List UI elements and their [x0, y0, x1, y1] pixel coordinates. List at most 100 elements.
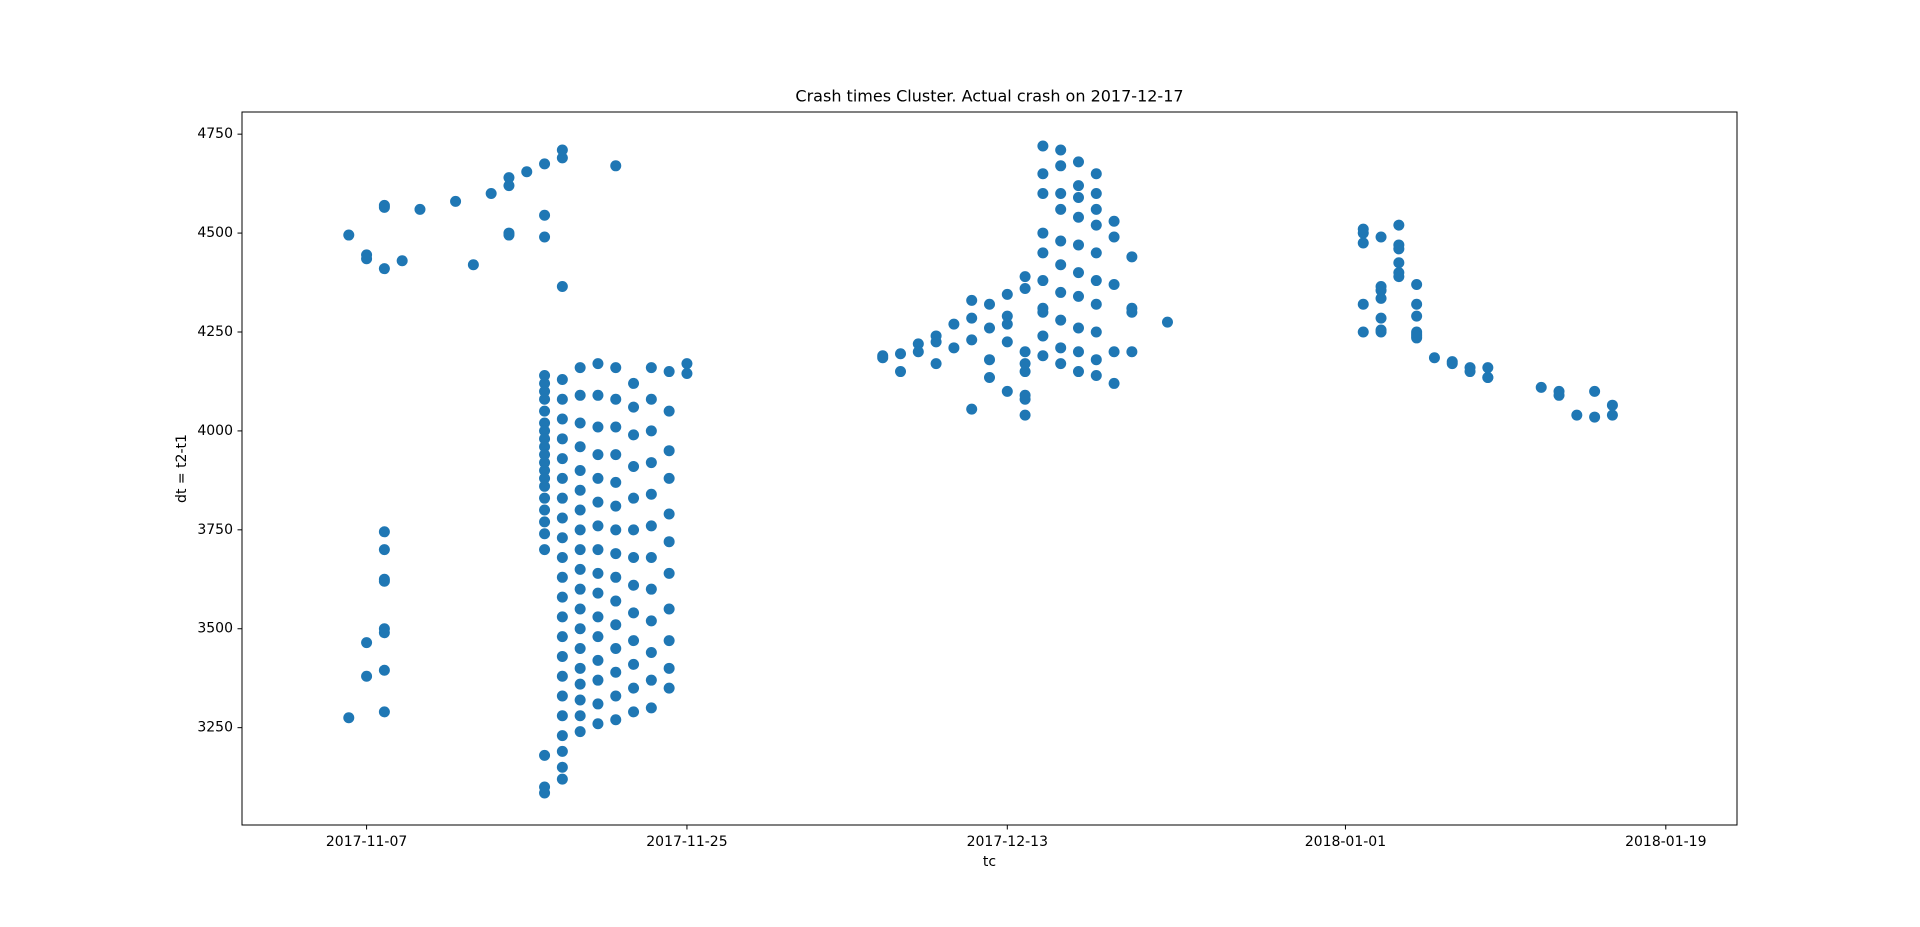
point — [663, 405, 675, 417]
point — [1606, 399, 1618, 411]
point — [539, 377, 551, 389]
point — [1037, 330, 1049, 342]
point — [663, 536, 675, 548]
point — [1072, 211, 1084, 223]
point — [1055, 235, 1067, 247]
point — [539, 504, 551, 516]
point — [645, 646, 657, 658]
point — [1037, 247, 1049, 259]
y-axis-label: dt = t2-t1 — [174, 434, 190, 503]
point — [1589, 385, 1601, 397]
point — [610, 666, 622, 678]
point — [556, 413, 568, 425]
point — [610, 714, 622, 726]
point — [592, 718, 604, 730]
point — [574, 484, 586, 496]
point — [1072, 290, 1084, 302]
point — [378, 263, 390, 275]
point — [574, 694, 586, 706]
point — [930, 330, 942, 342]
point — [966, 312, 978, 324]
point — [1055, 358, 1067, 370]
point — [539, 385, 551, 397]
point — [663, 445, 675, 457]
point — [645, 457, 657, 469]
point — [1090, 203, 1102, 215]
point — [610, 393, 622, 405]
point — [1357, 237, 1369, 249]
point — [556, 472, 568, 484]
point — [610, 690, 622, 702]
point — [610, 500, 622, 512]
x-axis-label: tc — [983, 854, 996, 870]
point — [1072, 156, 1084, 168]
point — [378, 664, 390, 676]
point — [539, 158, 551, 170]
point — [645, 425, 657, 437]
point — [539, 544, 551, 556]
point — [1001, 288, 1013, 300]
point — [574, 623, 586, 635]
point — [556, 453, 568, 465]
point — [1037, 306, 1049, 318]
point — [1037, 188, 1049, 200]
point — [628, 658, 640, 670]
point — [556, 761, 568, 773]
point — [912, 338, 924, 350]
point — [1019, 358, 1031, 370]
point — [1126, 302, 1138, 314]
point — [1393, 243, 1405, 255]
point — [930, 358, 942, 370]
point — [574, 603, 586, 615]
point — [539, 472, 551, 484]
plot-frame — [241, 111, 1738, 826]
y-tick-label: 4250 — [197, 324, 233, 340]
point — [645, 552, 657, 564]
point — [539, 370, 551, 382]
point — [414, 203, 426, 215]
point — [556, 433, 568, 445]
point — [628, 401, 640, 413]
point — [574, 662, 586, 674]
point — [556, 492, 568, 504]
point — [1055, 188, 1067, 200]
point — [574, 563, 586, 575]
point — [574, 726, 586, 738]
point — [1553, 389, 1565, 401]
point — [1037, 350, 1049, 362]
point — [663, 603, 675, 615]
point — [663, 567, 675, 579]
point — [574, 643, 586, 655]
point — [556, 690, 568, 702]
point — [361, 253, 373, 265]
point — [1072, 322, 1084, 334]
point — [556, 745, 568, 757]
point — [592, 631, 604, 643]
point — [1393, 267, 1405, 279]
y-tick-label: 3500 — [197, 621, 233, 637]
point — [628, 552, 640, 564]
point — [1037, 168, 1049, 180]
x-tick-label: 2018-01-01 — [1305, 834, 1386, 850]
point — [378, 706, 390, 718]
point — [361, 637, 373, 649]
point — [645, 702, 657, 714]
point — [1001, 310, 1013, 322]
point — [539, 457, 551, 469]
point — [521, 166, 533, 178]
point — [1072, 180, 1084, 192]
point — [539, 781, 551, 793]
point — [1589, 411, 1601, 423]
point — [343, 229, 355, 241]
point — [628, 492, 640, 504]
point — [539, 433, 551, 445]
point — [966, 294, 978, 306]
point — [574, 544, 586, 556]
point — [378, 526, 390, 538]
point — [610, 362, 622, 374]
point — [645, 488, 657, 500]
point — [1055, 259, 1067, 271]
